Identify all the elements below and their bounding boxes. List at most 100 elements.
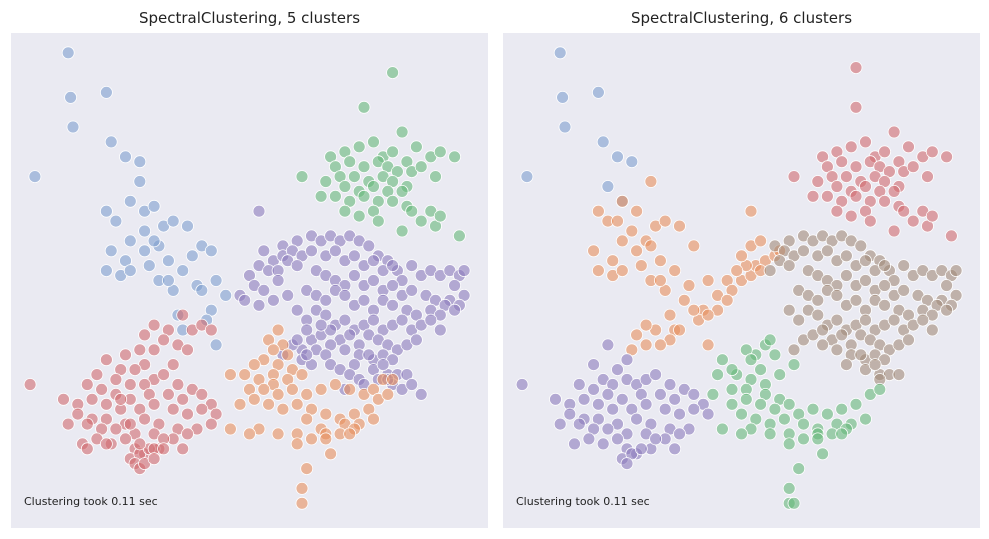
scatter-point [147,452,161,466]
scatter-point [147,397,161,411]
scatter-point [395,313,409,327]
scatter-point [386,298,400,312]
scatter-point [300,412,314,426]
scatter-point [219,288,233,302]
scatter-point [157,442,171,456]
scatter-point [61,417,75,431]
scatter-point [925,209,939,223]
scatter-point [138,328,152,342]
scatter-point [257,382,271,396]
scatter-point [123,264,137,278]
scatter-point [873,382,887,396]
scatter-point [328,244,342,258]
scatter-point [290,259,304,273]
scatter-point [654,338,667,352]
scatter-point [673,323,686,337]
scatter-point [367,254,380,268]
scatter-point [830,288,844,302]
scatter-point [835,427,849,441]
scatter-point [395,125,409,139]
scatter-point [902,333,915,347]
scatter-point [596,135,610,149]
scatter-point [133,437,147,451]
scatter-point [897,259,911,273]
scatter-point [300,323,314,337]
scatter-point [362,348,376,362]
scatter-point [553,46,567,60]
scatter-point [792,462,806,476]
scatter-point [887,184,901,198]
scatter-point [161,387,175,401]
scatter-point [639,397,653,411]
scatter-point [57,392,70,406]
scatter-point [878,145,891,159]
scatter-point [811,175,825,188]
scatter-point [114,392,128,406]
scatter-point [209,274,223,287]
scatter-point [100,397,113,411]
scatter-point [147,234,161,248]
scatter-points [23,46,471,510]
scatter-point [367,313,380,327]
scatter-point [639,318,653,332]
scatter-point [266,343,280,357]
scatter-point [592,86,605,99]
scatter-point [195,402,209,416]
scatter-point [763,264,777,278]
scatter-point [181,407,194,421]
scatter-point [606,254,620,268]
scatter-point [209,338,223,352]
scatter-point [123,194,137,208]
scatter-point [452,229,466,243]
scatter-point [797,417,810,431]
scatter-point [104,244,118,258]
scatter-point [859,412,872,426]
scatter-point [166,402,180,416]
scatter-point [357,160,371,174]
scatter-point [109,214,123,228]
scatter-point [940,279,953,292]
scatter-point [290,303,304,317]
scatter-point [878,279,891,292]
scatter-point [649,432,662,446]
scatter-point [64,91,77,104]
scatter-point [157,368,171,382]
scatter-point [414,387,428,401]
scatter-point [582,432,596,446]
scatter-point [119,150,132,164]
scatter-point [868,358,882,372]
scatter-point [730,264,744,278]
scatter-point [906,160,920,174]
scatter-point [668,442,682,456]
scatter-point [821,407,834,421]
scatter-point [80,442,94,456]
scatter-point [405,378,419,391]
scatter-point [223,368,237,382]
scatter-point [611,150,624,164]
scatter-point [367,412,380,426]
scatter-point [849,160,863,174]
scatter-point [367,274,380,287]
scatter-point [123,378,137,391]
scatter-point [611,214,624,228]
scatter-point [572,417,586,431]
scatter-point [606,402,620,416]
scatter-point [80,378,94,391]
scatter-point [615,194,629,208]
scatter-point [835,328,849,342]
scatter-point [395,184,409,198]
scatter-point [252,204,266,218]
scatter-point [90,368,104,382]
scatter-point [840,170,853,184]
scatter-point [849,100,863,114]
scatter-point [314,382,328,396]
scatter-point [338,288,352,302]
scatter-point [338,180,352,193]
scatter-point [338,343,352,357]
scatter-point [816,323,829,337]
scatter-point [615,234,629,248]
scatter-point [28,170,42,184]
scatter-point [558,120,572,134]
scatter-point [830,204,844,218]
